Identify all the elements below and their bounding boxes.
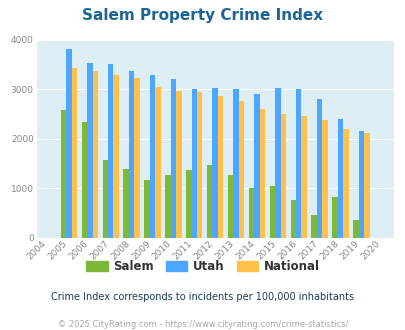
Bar [275, 88, 280, 238]
Bar [92, 71, 98, 238]
Bar [81, 122, 87, 238]
Bar [123, 169, 128, 238]
Bar [358, 131, 363, 238]
Bar [233, 89, 238, 238]
Bar [342, 129, 348, 238]
Bar [227, 175, 233, 238]
Bar [113, 75, 119, 238]
Bar [108, 64, 113, 238]
Bar [280, 114, 285, 238]
Bar [212, 88, 217, 238]
Bar [238, 101, 244, 238]
Text: Crime Index corresponds to incidents per 100,000 inhabitants: Crime Index corresponds to incidents per… [51, 292, 354, 302]
Bar [134, 78, 139, 238]
Bar [248, 187, 254, 238]
Bar [176, 91, 181, 238]
Bar [290, 200, 295, 238]
Bar [185, 170, 191, 238]
Bar [61, 110, 66, 238]
Bar [66, 49, 71, 238]
Bar [71, 68, 77, 238]
Bar [207, 165, 212, 238]
Bar [363, 133, 369, 238]
Bar [295, 89, 301, 238]
Text: © 2025 CityRating.com - https://www.cityrating.com/crime-statistics/: © 2025 CityRating.com - https://www.city… [58, 320, 347, 329]
Bar [217, 96, 223, 238]
Bar [311, 215, 316, 238]
Bar [144, 180, 149, 238]
Bar [149, 75, 155, 238]
Bar [87, 63, 92, 238]
Bar [102, 160, 108, 238]
Bar [191, 89, 196, 238]
Bar [269, 186, 275, 238]
Legend: Salem, Utah, National: Salem, Utah, National [81, 255, 324, 278]
Bar [259, 109, 264, 238]
Bar [155, 86, 160, 238]
Bar [352, 220, 358, 238]
Bar [332, 197, 337, 238]
Bar [128, 71, 134, 238]
Bar [196, 92, 202, 238]
Bar [170, 79, 176, 238]
Bar [337, 119, 342, 238]
Bar [301, 116, 306, 238]
Text: Salem Property Crime Index: Salem Property Crime Index [82, 8, 323, 23]
Bar [316, 100, 322, 238]
Bar [165, 175, 170, 238]
Bar [322, 120, 327, 238]
Bar [254, 94, 259, 238]
